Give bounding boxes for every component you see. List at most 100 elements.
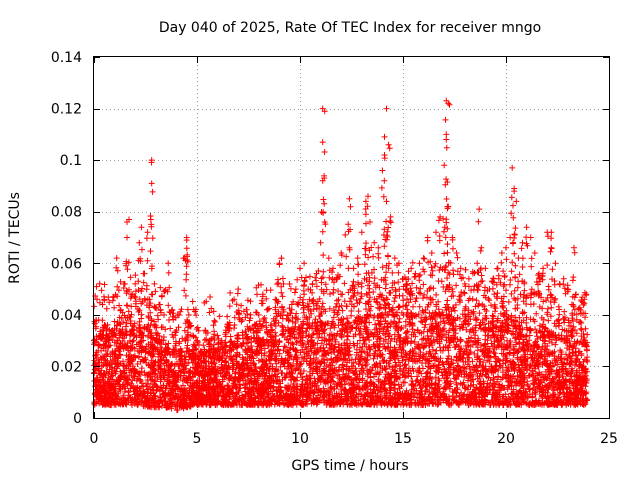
data-point (104, 334, 112, 344)
plot-frame (93, 56, 610, 419)
data-point (148, 291, 156, 342)
data-point (226, 322, 234, 351)
y-tick-label: 0.04 (51, 308, 82, 324)
x-tick-label: 15 (394, 431, 412, 447)
data-point (91, 317, 100, 343)
data-point (242, 306, 251, 342)
data-point (349, 265, 358, 310)
data-point (258, 291, 267, 329)
y-tick-labels: 0 0.02 0.04 0.06 0.08 0.1 0.12 0.14 (51, 50, 82, 427)
data-point (267, 322, 276, 341)
data-point (300, 260, 308, 328)
data-point (431, 229, 440, 317)
data-point (217, 337, 226, 352)
data-point (321, 219, 329, 327)
data-point (512, 198, 520, 329)
data-point (100, 296, 108, 339)
data-point (452, 250, 461, 321)
data-point (125, 216, 133, 320)
data-point (461, 280, 469, 327)
data-point (560, 275, 568, 326)
y-tick-label: 0.06 (51, 256, 82, 272)
data-point (391, 255, 399, 305)
y-tick-label: 0.14 (51, 50, 82, 66)
data-point (384, 141, 393, 272)
data-point (416, 260, 424, 310)
data-point (518, 239, 527, 317)
data-point (548, 244, 556, 311)
data-point (172, 327, 180, 353)
data-point (370, 239, 378, 287)
data-point (318, 139, 327, 326)
data-point (555, 280, 563, 339)
data-point (222, 327, 229, 350)
data-point (333, 275, 342, 318)
data-point (180, 255, 189, 344)
data-point (337, 250, 345, 324)
data-point (122, 219, 131, 330)
data-points (91, 97, 591, 414)
x-axis-label: GPS time / hours (291, 458, 408, 474)
data-point (527, 234, 535, 298)
data-point (523, 224, 531, 326)
data-point (131, 280, 139, 307)
data-point (189, 332, 198, 357)
data-point (485, 286, 494, 327)
data-point (341, 231, 350, 310)
data-point (547, 229, 556, 320)
data-point (284, 311, 292, 324)
data-point (444, 100, 453, 311)
data-point (475, 206, 483, 329)
data-point (582, 291, 591, 346)
data-point (435, 213, 444, 244)
data-point (571, 291, 580, 323)
data-point (246, 311, 255, 346)
data-point (514, 255, 523, 312)
data-point (275, 260, 283, 326)
data-point (427, 250, 436, 303)
data-point (210, 322, 218, 352)
data-point (325, 255, 333, 312)
data-point (403, 280, 411, 313)
data-point (366, 219, 375, 310)
data-point (510, 188, 519, 303)
data-point (183, 234, 191, 341)
data-point (354, 255, 362, 307)
data-point (440, 162, 448, 257)
data-point (291, 286, 300, 331)
data-point (137, 224, 145, 322)
data-point (419, 255, 428, 316)
data-point (263, 306, 271, 337)
data-point (378, 167, 386, 299)
data-point (563, 286, 572, 342)
data-point (544, 229, 551, 316)
data-point (139, 270, 148, 332)
data-point (176, 348, 185, 355)
data-point (201, 327, 210, 353)
data-point (319, 105, 327, 259)
data-point (407, 265, 416, 316)
data-point (147, 180, 155, 272)
data-point (168, 306, 177, 338)
x-tick-labels: 0 5 10 15 20 25 (90, 431, 618, 447)
data-point (398, 275, 407, 316)
data-point (539, 265, 547, 328)
axis-ticks (94, 57, 610, 419)
data-point (442, 131, 451, 282)
x-tick-label: 10 (291, 431, 309, 447)
data-point (395, 260, 403, 311)
data-point (551, 260, 559, 327)
y-axis-label: ROTI / TECUs (7, 192, 23, 284)
data-point (113, 255, 121, 332)
data-point (508, 164, 516, 266)
data-point (465, 275, 473, 314)
data-point (287, 301, 296, 325)
data-point (498, 250, 506, 326)
data-point (477, 244, 486, 308)
data-point (205, 337, 213, 354)
data-point (449, 234, 457, 295)
y-tick-label: 0.08 (51, 205, 82, 221)
scatter-cloud (91, 258, 591, 414)
data-point (165, 260, 173, 323)
